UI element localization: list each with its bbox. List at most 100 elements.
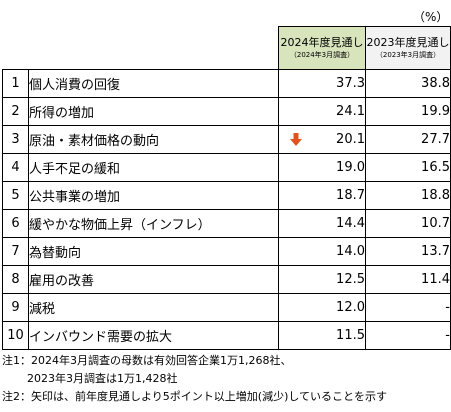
value-2023-cell: -: [365, 292, 451, 322]
value-2023-cell: 19.9: [365, 96, 451, 126]
header-row: 2024年度見通し （2024年3月調査） 2023年度見通し （2023年3月…: [2, 26, 451, 70]
item-cell-text: 減税: [29, 301, 56, 317]
value-2024-cell-text: 12.0: [336, 299, 365, 315]
header-2024-title: 2024年度見通し: [280, 35, 364, 49]
item-cell-text: インバウンド需要の拡大: [29, 329, 173, 345]
rank-cell-text: 4: [11, 159, 20, 175]
header-2023-title: 2023年度見通し: [366, 35, 450, 49]
value-2024-cell: 14.4: [278, 208, 366, 238]
rank-cell: 8: [2, 264, 29, 294]
header-2023: 2023年度見通し （2023年3月調査）: [365, 26, 451, 70]
rank-cell-text: 3: [11, 131, 20, 147]
value-2024-cell-text: 14.4: [336, 215, 365, 231]
table-row: 3 原油・素材価格の動向 20.1 27.7: [2, 124, 451, 154]
unit-label: （%）: [413, 10, 449, 24]
note-2: 注2：矢印は、前年度見通しより5ポイント以上増加(減少)していることを示す: [2, 390, 388, 403]
item-cell: 原油・素材価格の動向: [28, 124, 279, 154]
rank-cell: 4: [2, 152, 29, 182]
value-2023-cell-text: 27.7: [421, 131, 450, 147]
value-2024-cell-text: 12.5: [336, 271, 365, 287]
value-2024-cell-text: 24.1: [336, 103, 365, 119]
value-2023-cell-text: 38.8: [421, 75, 450, 91]
value-2023-cell-text: 16.5: [421, 159, 450, 175]
note-1-line-2: 2023年3月調査は1万1,428社: [27, 372, 178, 385]
rank-cell-text: 2: [11, 103, 20, 119]
value-2023-cell-text: 18.8: [421, 187, 450, 203]
rank-cell: 5: [2, 180, 29, 210]
value-2023-cell: -: [365, 320, 451, 350]
value-2024-cell: 37.3: [278, 68, 366, 98]
value-2023-cell: 16.5: [365, 152, 451, 182]
value-2023-cell-text: 19.9: [421, 103, 450, 119]
item-cell: 為替動向: [28, 236, 279, 266]
item-cell-text: 所得の増加: [29, 105, 95, 121]
table-row: 10 インバウンド需要の拡大 11.5 -: [2, 320, 451, 350]
rank-cell: 2: [2, 96, 29, 126]
value-2024-cell: 20.1: [278, 124, 366, 154]
value-2023-cell: 11.4: [365, 264, 451, 294]
rank-cell: 9: [2, 292, 29, 322]
value-2024-cell-text: 14.0: [336, 243, 365, 259]
table-row: 7 為替動向 14.0 13.7: [2, 236, 451, 266]
item-cell-text: 人手不足の緩和: [29, 161, 121, 177]
item-cell-text: 個人消費の回復: [29, 77, 121, 93]
table-row: 6 緩やかな物価上昇（インフレ） 14.4 10.7: [2, 208, 451, 238]
table-row: 2 所得の増加 24.1 19.9: [2, 96, 451, 126]
item-cell-text: 公共事業の増加: [29, 189, 121, 205]
header-2023-subtitle: （2023年3月調査）: [375, 50, 441, 59]
value-2024-cell: 24.1: [278, 96, 366, 126]
value-2024-cell-text: 37.3: [336, 75, 365, 91]
rank-cell: 7: [2, 236, 29, 266]
item-cell: 雇用の改善: [28, 264, 279, 294]
rank-cell-text: 9: [11, 299, 20, 315]
rank-cell: 3: [2, 124, 29, 154]
value-2023-cell: 10.7: [365, 208, 451, 238]
table-row: 1 個人消費の回復 37.3 38.8: [2, 68, 451, 98]
table-row: 5 公共事業の増加 18.7 18.8: [2, 180, 451, 210]
note-1-line-1: 注1：2024年3月調査の母数は有効回答企業1万1,268社、: [2, 354, 292, 367]
value-2024-cell: 11.5: [278, 320, 366, 350]
item-cell-text: 原油・素材価格の動向: [29, 133, 160, 149]
value-2023-cell: 13.7: [365, 236, 451, 266]
item-cell: 公共事業の増加: [28, 180, 279, 210]
value-2023-cell-text: -: [445, 327, 450, 343]
header-blank: [2, 26, 279, 70]
value-2023-cell: 18.8: [365, 180, 451, 210]
item-cell: 減税: [28, 292, 279, 322]
value-2024-cell: 18.7: [278, 180, 366, 210]
value-2023-cell-text: 13.7: [421, 243, 450, 259]
rank-cell: 10: [2, 320, 29, 350]
value-2024-cell-text: 19.0: [336, 159, 365, 175]
rank-cell: 1: [2, 68, 29, 98]
item-cell-text: 緩やかな物価上昇（インフレ）: [29, 217, 211, 233]
header-2024: 2024年度見通し （2024年3月調査）: [278, 26, 366, 70]
arrow-down-icon: [290, 132, 302, 146]
item-cell: 所得の増加: [28, 96, 279, 126]
value-2023-cell-text: 11.4: [421, 271, 450, 287]
rank-cell-text: 10: [7, 327, 24, 343]
value-2024-cell: 14.0: [278, 236, 366, 266]
value-2024-cell-text: 11.5: [336, 327, 365, 343]
rank-cell: 6: [2, 208, 29, 238]
value-2023-cell: 38.8: [365, 68, 451, 98]
outlook-table: 2024年度見通し （2024年3月調査） 2023年度見通し （2023年3月…: [2, 26, 451, 350]
notes: 注1：2024年3月調査の母数は有効回答企業1万1,268社、 2023年3月調…: [2, 352, 387, 406]
rank-cell-text: 7: [11, 243, 20, 259]
table-row: 9 減税 12.0 -: [2, 292, 451, 322]
item-cell: 緩やかな物価上昇（インフレ）: [28, 208, 279, 238]
rank-cell-text: 6: [11, 215, 20, 231]
rank-cell-text: 8: [11, 271, 20, 287]
table-row: 4 人手不足の緩和 19.0 16.5: [2, 152, 451, 182]
item-cell: 個人消費の回復: [28, 68, 279, 98]
value-2023-cell-text: 10.7: [421, 215, 450, 231]
value-2023-cell: 27.7: [365, 124, 451, 154]
rank-cell-text: 1: [11, 75, 20, 91]
item-cell-text: 為替動向: [29, 245, 82, 261]
header-2024-subtitle: （2024年3月調査）: [289, 50, 355, 59]
item-cell: 人手不足の緩和: [28, 152, 279, 182]
table-body: 1 個人消費の回復 37.3 38.8 2 所得の増加 24.1 19.9 3 原油・素材価格の動…: [2, 68, 451, 350]
value-2024-cell: 12.5: [278, 264, 366, 294]
item-cell: インバウンド需要の拡大: [28, 320, 279, 350]
rank-cell-text: 5: [11, 187, 20, 203]
table-row: 8 雇用の改善 12.5 11.4: [2, 264, 451, 294]
